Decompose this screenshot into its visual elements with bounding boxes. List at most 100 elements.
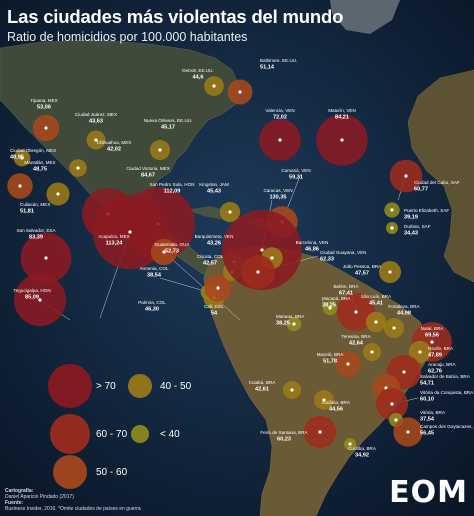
city-value-sao-luis-bra: 45,41 bbox=[369, 301, 383, 307]
city-dot-natal-bra bbox=[430, 340, 434, 344]
city-dot-joao-pessoa-bra bbox=[388, 270, 392, 274]
legend-swatch-0 bbox=[48, 364, 92, 408]
legend-swatch-1 bbox=[50, 414, 90, 454]
city-name-puerto-elizabeth-saf: Puerto Elizabeth, SAF bbox=[404, 208, 449, 213]
city-dot-belem-bra bbox=[354, 310, 358, 314]
city-dot-sao-luis-bra bbox=[374, 320, 378, 324]
city-name-maturin-ven: Maturín, VEN bbox=[328, 108, 356, 113]
city-value-durban-saf: 34,43 bbox=[404, 231, 418, 237]
city-value-aracaju-bra: 62,76 bbox=[428, 369, 442, 375]
city-value-acapulco-mex: 113,24 bbox=[106, 241, 124, 247]
city-value-kingston-jam: 45,43 bbox=[207, 189, 221, 195]
city-dot-caracas-ven bbox=[260, 248, 264, 252]
city-name-acapulco-mex: Acapulco, MEX bbox=[98, 234, 129, 239]
landmass-africa bbox=[407, 69, 474, 283]
city-dot-san-salvador-esa bbox=[44, 256, 48, 260]
city-value-chihuahua-mex: 42,02 bbox=[107, 147, 121, 153]
city-value-salvador-de-bahia-bra: 54,71 bbox=[420, 381, 434, 387]
city-name-campos-dos-goytacazes-bra: Campos dos Goytacazes, BRA bbox=[420, 424, 474, 429]
city-name-aracaju-bra: Aracaju, BRA bbox=[428, 362, 457, 367]
city-dot-salvador-de-bahia-bra bbox=[384, 386, 388, 390]
landmass-greenland bbox=[330, 0, 400, 34]
city-value-teresina-bra: 42,64 bbox=[349, 341, 364, 347]
city-value-ciudad-victoria-mex: 84,67 bbox=[141, 173, 155, 179]
city-name-tegucigalpa-hon: Tegucigalpa, HON bbox=[13, 288, 50, 293]
legend-swatch-2 bbox=[53, 455, 87, 489]
city-value-armenia-col: 38,54 bbox=[147, 273, 162, 279]
city-value-maceio-bra: 51,78 bbox=[323, 359, 337, 365]
city-value-vitoria-bra: 37,54 bbox=[420, 417, 435, 423]
city-dot-manaus-bra bbox=[292, 322, 296, 326]
city-name-feira-de-santana-bra: Feira de Santana, BRA bbox=[260, 430, 308, 435]
city-dot-cuiaba-bra bbox=[290, 388, 294, 392]
city-dot-durban-saf bbox=[390, 226, 394, 230]
legend-label-0: > 70 bbox=[96, 381, 116, 392]
city-dot-chihuahua-mex bbox=[76, 166, 80, 170]
city-name-cumana-ven: Cumaná, VEN bbox=[281, 168, 310, 173]
city-name-joao-pessoa-bra: João Pessoa, BRA bbox=[343, 264, 382, 269]
city-name-valencia-ven: Valencia, VEN bbox=[265, 108, 294, 113]
city-dot-cali-col bbox=[216, 286, 220, 290]
city-value-culiacan-mex: 51,81 bbox=[20, 209, 34, 215]
city-dot-guatemala-gua bbox=[162, 250, 166, 254]
city-value-campos-dos-goytacazes-bra: 56,45 bbox=[420, 431, 434, 437]
city-name-palmira-col: Palmira, COL bbox=[138, 300, 166, 305]
city-value-san-pedro-sula-hon: 112,09 bbox=[164, 189, 181, 195]
city-name-tijuana-mex: Tijuana, MEX bbox=[30, 98, 57, 103]
city-value-natal-bra: 69,56 bbox=[425, 333, 439, 339]
city-name-ciudad-juarez-mex: Ciudad Juárez, MEX bbox=[75, 112, 117, 117]
city-value-vitoria-da-conquista-bra: 60,10 bbox=[420, 397, 434, 403]
city-dot-curitiba-bra bbox=[348, 442, 352, 446]
city-dot-acapulco-mex bbox=[128, 230, 132, 234]
legend: > 70 60 - 70 50 - 60 40 - 50 < 40 bbox=[48, 364, 192, 489]
city-dot-kingston-jam bbox=[228, 210, 232, 214]
leader-line-8 bbox=[159, 277, 209, 293]
city-dot-ciudad-obregon-mex bbox=[20, 156, 24, 160]
city-value-ciudad-del-cabo-saf: 60,77 bbox=[414, 187, 428, 193]
credits-cartography: Daniel Aparicio Pindado (2017) bbox=[5, 494, 74, 500]
city-value-nueva-orleans-ee-uu: 45,17 bbox=[161, 125, 175, 131]
legend-label-1: 60 - 70 bbox=[96, 429, 128, 440]
city-dot-vitoria-da-conquista-bra bbox=[390, 402, 394, 406]
city-name-armenia-col: Armenia, COL bbox=[139, 266, 169, 271]
city-name-culiacan-mex: Culiacán, MEX bbox=[20, 202, 50, 207]
city-value-tegucigalpa-hon: 85,09 bbox=[25, 295, 39, 301]
city-dot-recife-bra bbox=[418, 350, 422, 354]
city-name-recife-bra: Recife, BRA bbox=[428, 346, 454, 351]
city-dot-maturin-ven bbox=[340, 138, 344, 142]
city-name-belem-bra: Belém, BRA bbox=[333, 284, 359, 289]
city-dot-tegucigalpa-hon bbox=[38, 298, 42, 302]
city-value-ciudad-juarez-mex: 43,63 bbox=[89, 119, 103, 125]
city-name-macapa-bra: Macapá, BRA bbox=[322, 296, 351, 301]
city-name-mazatlan-mex: Mazatlán, MEX bbox=[24, 160, 55, 165]
city-name-cucuta-col: Cúcuta, COL bbox=[197, 254, 224, 259]
city-value-barcelona-ven: 46,86 bbox=[305, 247, 319, 253]
city-name-barcelona-ven: Barcelona, VEN bbox=[296, 240, 329, 245]
city-value-caracas-ven: 130,35 bbox=[269, 195, 286, 201]
city-value-baltimore-ee-uu: 51,14 bbox=[260, 65, 275, 71]
city-name-kingston-jam: Kingston, JAM bbox=[199, 182, 229, 187]
city-name-durban-saf: Durban, SAF bbox=[404, 224, 431, 229]
city-value-barquisimeto-ven: 43,26 bbox=[207, 241, 221, 247]
city-value-fortaleza-bra: 44,98 bbox=[397, 311, 411, 317]
city-dot-vitoria-bra bbox=[394, 418, 398, 422]
city-name-vitoria-da-conquista-bra: Vitória da Conquista, BRA bbox=[420, 390, 474, 395]
city-value-ciudad-guayana-ven: 62,33 bbox=[320, 257, 334, 263]
city-name-ciudad-victoria-mex: Ciudad Victoria, MEX bbox=[126, 166, 170, 171]
city-dot-fortaleza-bra bbox=[392, 326, 396, 330]
leader-line-11 bbox=[163, 251, 241, 321]
city-name-maceio-bra: Maceió, BRA bbox=[317, 352, 345, 357]
city-dot-barcelona-ven bbox=[270, 256, 274, 260]
city-value-ciudad-obregon-mex: 40,95 bbox=[10, 155, 24, 161]
city-dot-goiania-bra bbox=[322, 398, 326, 402]
city-name-cuiaba-bra: Cuiabá, BRA bbox=[249, 380, 276, 385]
map-subtitle: Ratio de homicidios por 100.000 habitant… bbox=[7, 30, 248, 44]
city-name-chihuahua-mex: Chihuahua, MEX bbox=[97, 140, 132, 145]
city-name-curitiba-bra: Curitiba, BRA bbox=[348, 446, 377, 451]
city-value-belem-bra: 67,41 bbox=[339, 291, 353, 297]
city-value-cucuta-col: 42,57 bbox=[203, 261, 217, 267]
city-dot-baltimore-ee-uu bbox=[238, 90, 242, 94]
city-value-manaus-bra: 38,25 bbox=[276, 321, 290, 327]
map-title: Las ciudades más violentas del mundo bbox=[7, 6, 344, 27]
